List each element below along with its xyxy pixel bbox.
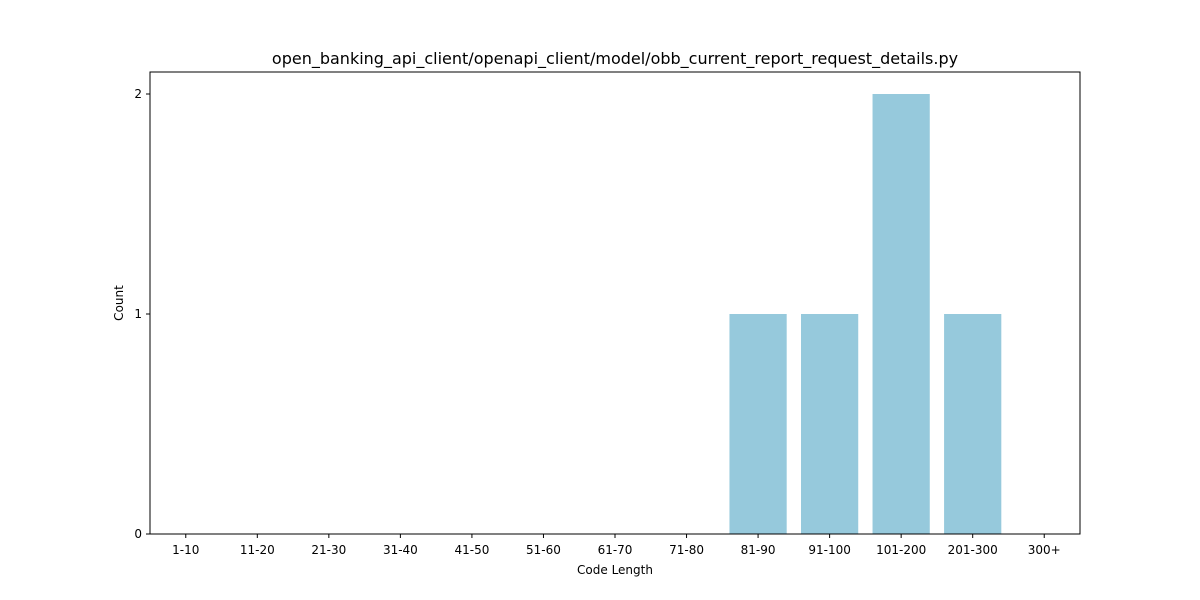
chart-title: open_banking_api_client/openapi_client/m… bbox=[272, 49, 958, 69]
x-tick-label: 71-80 bbox=[669, 543, 704, 557]
x-axis-label: Code Length bbox=[577, 563, 653, 577]
x-tick-label: 201-300 bbox=[948, 543, 998, 557]
y-axis-label: Count bbox=[112, 285, 126, 321]
bar-101-200 bbox=[872, 94, 930, 534]
x-tick-label: 91-100 bbox=[808, 543, 851, 557]
x-tick-label: 81-90 bbox=[741, 543, 776, 557]
x-tick-label: 11-20 bbox=[240, 543, 275, 557]
y-axis: 0 1 2 bbox=[134, 87, 150, 541]
bar-91-100 bbox=[801, 314, 859, 534]
x-tick-label: 1-10 bbox=[172, 543, 199, 557]
x-tick-label: 300+ bbox=[1028, 543, 1061, 557]
bar-201-300 bbox=[944, 314, 1002, 534]
y-tick-label: 0 bbox=[134, 527, 142, 541]
y-tick-label: 2 bbox=[134, 87, 142, 101]
x-tick-label: 101-200 bbox=[876, 543, 926, 557]
x-axis: 1-10 11-20 21-30 31-40 41-50 51-60 61-70 71-80 8… bbox=[172, 534, 1061, 557]
x-tick-label: 21-30 bbox=[311, 543, 346, 557]
bars-group bbox=[729, 94, 1002, 534]
y-tick-label: 1 bbox=[134, 307, 142, 321]
bar-81-90 bbox=[729, 314, 787, 534]
x-tick-label: 31-40 bbox=[383, 543, 418, 557]
plot-frame bbox=[149, 71, 1081, 535]
x-tick-label: 61-70 bbox=[598, 543, 633, 557]
x-tick-label: 51-60 bbox=[526, 543, 561, 557]
x-tick-label: 41-50 bbox=[454, 543, 489, 557]
